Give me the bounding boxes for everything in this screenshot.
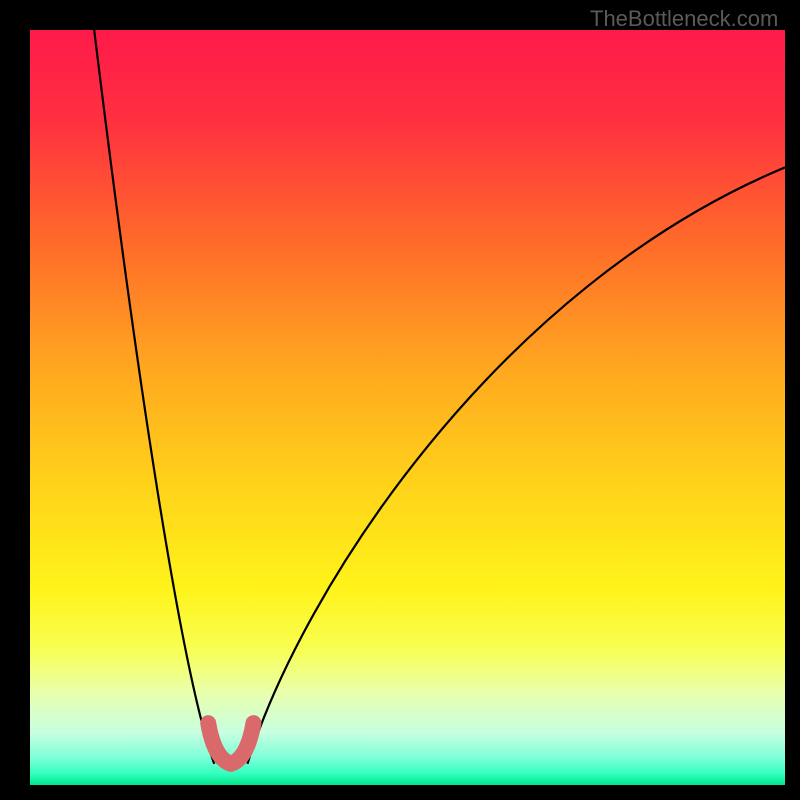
frame-bottom (0, 785, 800, 800)
frame-right (785, 0, 800, 800)
gradient-background (30, 30, 785, 785)
chart-plot-area (30, 30, 785, 785)
frame-left (0, 0, 30, 800)
watermark-text: TheBottleneck.com (590, 6, 778, 32)
chart-svg (30, 30, 785, 785)
